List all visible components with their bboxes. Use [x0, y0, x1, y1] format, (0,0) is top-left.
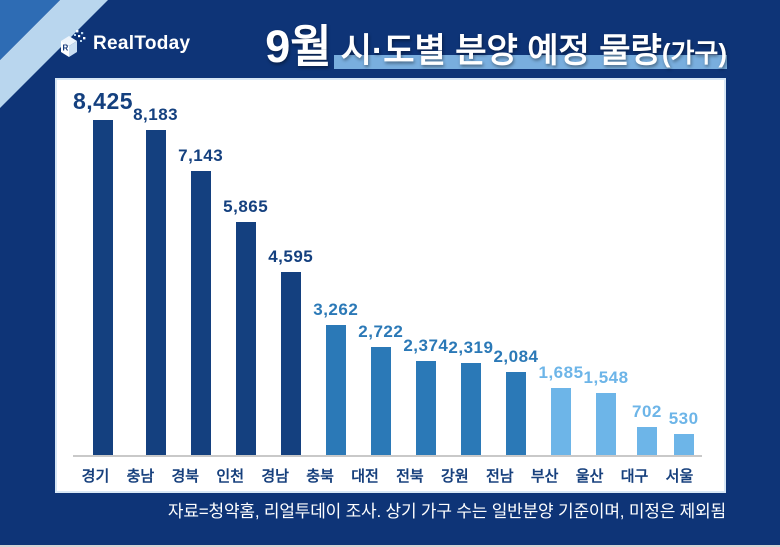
bar — [636, 427, 657, 455]
x-axis-label: 경북 — [171, 468, 200, 485]
bar-column: 2,084 — [493, 347, 538, 455]
bar-column: 2,374 — [403, 336, 448, 455]
bar — [673, 434, 694, 455]
bar-value-label: 2,374 — [403, 336, 449, 355]
logo-text: RealToday — [93, 33, 191, 54]
bar-value-label: 2,722 — [358, 322, 404, 341]
cube-logo-icon: R — [61, 30, 86, 57]
bar — [551, 388, 571, 455]
bar-column: 530 — [665, 409, 702, 455]
bar — [370, 347, 391, 455]
x-axis-label: 대전 — [351, 468, 379, 485]
x-axis-label: 경기 — [81, 468, 110, 485]
x-axis-label: 충북 — [306, 468, 334, 485]
x-axis-label: 대구 — [620, 468, 649, 485]
title-underline-bar — [334, 55, 727, 69]
bar-column: 1,548 — [584, 368, 629, 455]
bar-value-label: 3,262 — [313, 300, 359, 319]
bar-column: 5,865 — [223, 197, 268, 455]
bar-column: 2,319 — [448, 338, 493, 455]
title-unit: (가구) — [661, 38, 727, 68]
bar-value-label: 1,685 — [538, 363, 584, 382]
bar — [145, 130, 166, 455]
x-axis-label: 강원 — [441, 468, 469, 485]
bar — [505, 372, 526, 455]
bar-column: 702 — [629, 402, 666, 455]
bar-column: 8,425 — [73, 88, 133, 455]
x-axis-label: 전북 — [396, 468, 424, 485]
bar-value-label: 1,548 — [583, 368, 629, 387]
bar — [190, 171, 211, 455]
bar — [460, 363, 481, 455]
title-month: 9월 — [265, 21, 332, 72]
bar — [280, 272, 301, 455]
source-note: 자료=청약홈, 리얼투데이 조사. 상기 가구 수는 일반분양 기준이며, 미정… — [167, 502, 726, 521]
bar-column: 7,143 — [178, 146, 223, 455]
bar-value-label: 2,319 — [448, 338, 494, 357]
bar-column: 1,685 — [538, 363, 583, 455]
bar-chart-plot-area: 8,425 8,183 7,143 5,865 4,595 3,262 2,722 2,374… — [73, 80, 702, 457]
bar-column: 2,722 — [358, 322, 403, 455]
page-title: 9월 시·도별 분양 예정 물량 (가구) — [265, 10, 727, 75]
bar-value-label: 530 — [668, 409, 699, 428]
bar-column: 3,262 — [313, 300, 358, 455]
x-axis-label: 경남 — [261, 468, 289, 485]
x-axis-label: 울산 — [575, 468, 604, 485]
bar-value-label: 5,865 — [223, 197, 269, 216]
x-axis-label: 부산 — [530, 468, 559, 485]
bar-value-label: 8,425 — [73, 88, 134, 114]
x-axis-label: 전남 — [485, 468, 514, 485]
bar-value-label: 2,084 — [493, 347, 539, 366]
x-axis-label: 인천 — [216, 468, 245, 485]
chart-card: 8,425 8,183 7,143 5,865 4,595 3,262 2,722 2,374… — [55, 78, 726, 493]
bar-column: 8,183 — [133, 105, 178, 455]
title-main: 시·도별 분양 예정 물량 — [340, 32, 662, 70]
x-axis-labels: 경기 충남 경북 인천 경남 충북 대전 전북 강원 전남 부산 울산 대구 서울 — [73, 457, 702, 486]
bar-value-label: 4,595 — [268, 247, 314, 266]
bar-column: 4,595 — [268, 247, 313, 455]
bar-value-label: 702 — [632, 402, 662, 421]
bar — [325, 325, 346, 455]
bar-value-label: 7,143 — [178, 146, 224, 165]
svg-text:R: R — [63, 44, 69, 53]
bar — [596, 393, 617, 455]
x-axis-label: 충남 — [126, 468, 155, 485]
bar — [415, 361, 436, 455]
x-axis-label: 서울 — [665, 468, 694, 485]
bar — [93, 120, 114, 455]
bar-value-label: 8,183 — [133, 105, 179, 124]
realtoday-logo: R RealToday — [56, 29, 190, 59]
bar — [235, 222, 256, 455]
